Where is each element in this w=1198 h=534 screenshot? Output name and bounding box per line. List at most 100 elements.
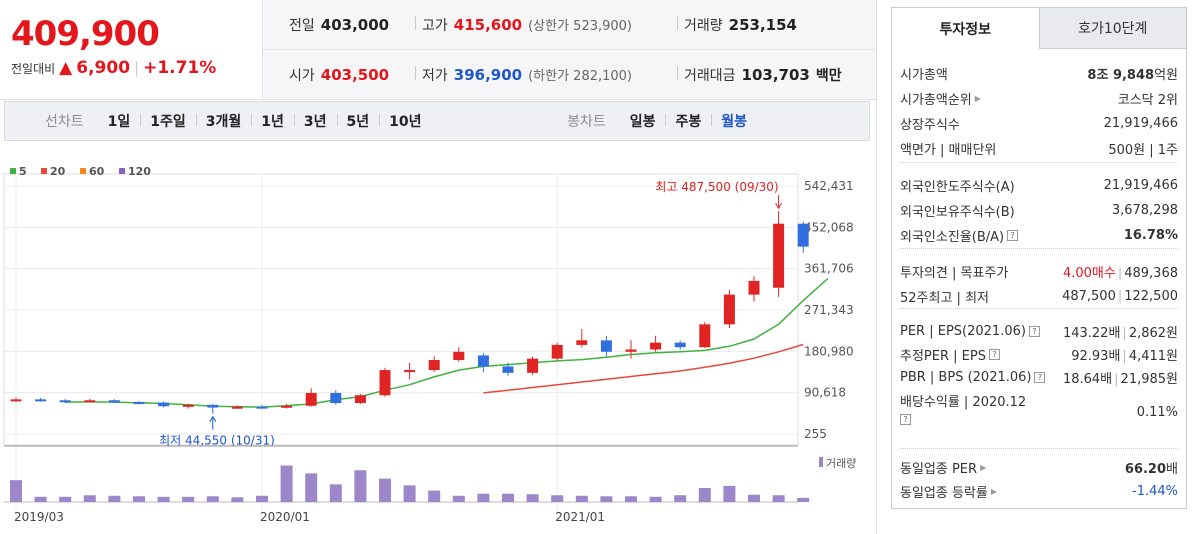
info-section-industry: 동일업종 PER ▶ 66.20배 동일업종 등락률 ▶ -1.44% bbox=[900, 449, 1178, 507]
info-label-text: 외국인소진율(B/A) bbox=[900, 229, 1005, 245]
caret-right-icon[interactable]: ▶ bbox=[980, 462, 987, 472]
separator: | bbox=[1114, 371, 1119, 387]
quote-row-1: 전일 403,000 고가 415,600 (상한가 523,900) 거래량 … bbox=[263, 0, 877, 50]
volume-bar bbox=[625, 496, 637, 502]
info-label-text: PBR | BPS (2021.06) bbox=[900, 369, 1032, 385]
up-triangle-icon: ▲ bbox=[59, 58, 73, 78]
line-period-option-5[interactable]: 5년 bbox=[336, 111, 380, 131]
info-label: 동일업종 PER ▶ bbox=[900, 458, 986, 477]
info-label: 추정PER | EPS? bbox=[900, 345, 1000, 364]
line-period-option-3[interactable]: 1년 bbox=[251, 111, 294, 131]
info-label: PER | EPS(2021.06)? bbox=[900, 324, 1040, 339]
info-label-text[interactable]: 동일업종 PER bbox=[900, 461, 978, 477]
candle-body bbox=[797, 223, 809, 247]
help-icon[interactable]: ? bbox=[988, 348, 1000, 360]
info-label-text: 외국인보유주식수(B) bbox=[900, 204, 1015, 220]
quote-row-2: 시가 403,500 저가 396,900 (하한가 282,100) 거래대금… bbox=[263, 50, 877, 100]
separator: | bbox=[1122, 325, 1127, 341]
line-period-option-6[interactable]: 10년 bbox=[379, 111, 431, 131]
line-period-option-1[interactable]: 1주일 bbox=[140, 111, 196, 131]
investment-info-panel: 투자정보 호가10단계 시가총액 8조 9,848억원 시가총액순위 ▶ 코스닥 2위 상… bbox=[876, 0, 1198, 534]
line-period-option-0[interactable]: 1일 bbox=[107, 114, 131, 130]
y-tick-label: 271,343 bbox=[804, 303, 854, 317]
candle-period-items: 일봉 주봉 월봉 bbox=[620, 111, 757, 131]
info-label-text: 상장주식수 bbox=[900, 117, 960, 133]
help-icon[interactable]: ? bbox=[1007, 229, 1019, 241]
candle-body bbox=[773, 223, 785, 288]
info-label-text: 외국인한도주식수(A) bbox=[900, 179, 1015, 195]
w52-high: 487,500 bbox=[1062, 288, 1116, 304]
volume-bar bbox=[526, 494, 539, 502]
candle-body bbox=[748, 280, 760, 295]
candle-body bbox=[723, 294, 735, 325]
candle-body bbox=[477, 355, 489, 367]
volume-bar bbox=[379, 478, 391, 502]
volume-label: 거래량 bbox=[684, 17, 723, 34]
y-tick-label: 180,980 bbox=[804, 344, 854, 358]
x-tick-label: 2021/01 bbox=[555, 510, 605, 524]
help-icon[interactable]: ? bbox=[900, 414, 911, 425]
price-box: 409,900 전일대비 ▲ 6,900 | +1.71% bbox=[0, 0, 262, 100]
candle-chart-label: 봉차트 bbox=[567, 114, 606, 130]
info-label-text[interactable]: 동일업종 등락률 bbox=[900, 485, 988, 501]
line-period-option-4[interactable]: 3년 bbox=[293, 111, 337, 131]
help-icon[interactable]: ? bbox=[1028, 325, 1040, 337]
candle-body bbox=[10, 399, 22, 402]
divider bbox=[415, 66, 416, 80]
high-value: 415,600 bbox=[453, 15, 523, 34]
dividend-value: 0.11% bbox=[1136, 405, 1178, 420]
volume-bar bbox=[452, 495, 465, 502]
info-row: 추정PER | EPS? 92.93배 | 4,411원 bbox=[900, 344, 1178, 364]
info-row: 동일업종 등락률 ▶ -1.44% bbox=[900, 481, 1178, 501]
info-value: 3,678,298 bbox=[1112, 203, 1178, 218]
volume-legend-label: 거래량 bbox=[826, 457, 856, 470]
info-value-text: 500원 | 1주 bbox=[1108, 142, 1178, 158]
candle-body bbox=[600, 340, 612, 352]
volume-bar bbox=[772, 495, 785, 502]
candle-period-option-2[interactable]: 월봉 bbox=[711, 111, 757, 131]
volume-bar bbox=[502, 493, 514, 502]
info-label-text: 액면가 | 매매단위 bbox=[900, 142, 997, 158]
volume-bar bbox=[305, 473, 318, 502]
info-value-text: 배 bbox=[1166, 461, 1178, 477]
info-value-text: 21,919,466 bbox=[1103, 115, 1178, 131]
candle-body bbox=[379, 370, 391, 396]
y-tick-label: 255 bbox=[804, 427, 827, 441]
x-tick-label: 2019/03 bbox=[14, 510, 64, 524]
info-row: PER | EPS(2021.06)? 143.22배 | 2,862원 bbox=[900, 321, 1178, 341]
info-value: 66.20배 bbox=[1125, 458, 1178, 477]
volume-value: 253,154 bbox=[728, 15, 797, 34]
line-period-option-2[interactable]: 3개월 bbox=[195, 111, 252, 131]
high-annotation: 최고 487,500 (09/30) bbox=[655, 180, 778, 194]
volume-bar bbox=[108, 495, 121, 502]
volume-bar bbox=[748, 494, 760, 502]
tab-orderbook-10[interactable]: 호가10단계 bbox=[1039, 7, 1187, 49]
divider bbox=[677, 66, 678, 80]
volume-bar bbox=[10, 480, 22, 502]
volume: 거래량 253,154 bbox=[677, 15, 797, 35]
candle-period-option-1[interactable]: 주봉 bbox=[665, 111, 711, 131]
change-percent: +1.71% bbox=[143, 58, 217, 78]
info-row: 외국인보유주식수(B) 3,678,298 bbox=[900, 200, 1178, 220]
volume-bar bbox=[698, 487, 711, 502]
candle-body bbox=[551, 344, 563, 359]
info-value-bold: 8조 9,848 bbox=[1087, 67, 1155, 83]
change-value: 6,900 bbox=[76, 58, 131, 78]
divider bbox=[415, 15, 416, 30]
caret-right-icon[interactable]: ▶ bbox=[990, 486, 998, 496]
change-line: 전일대비 ▲ 6,900 | +1.71% bbox=[11, 58, 216, 78]
value-b: 4,411원 bbox=[1128, 348, 1178, 364]
volume-bar bbox=[206, 496, 219, 502]
stock-chart[interactable]: 542,431 452,068 361,706 271,343 180,980 90,61… bbox=[0, 150, 876, 534]
prev-close-label: 전일 bbox=[289, 17, 315, 34]
info-value: 487,500 | 122,500 bbox=[1062, 289, 1178, 304]
info-label: 52주최고 | 최저 bbox=[900, 287, 989, 306]
tab-investment-info[interactable]: 투자정보 bbox=[891, 7, 1040, 49]
caret-right-icon[interactable]: ▶ bbox=[974, 93, 981, 103]
info-value-bold: 16.78% bbox=[1123, 227, 1178, 243]
info-label: 외국인보유주식수(B) bbox=[900, 201, 1015, 220]
candle-period-option-0[interactable]: 일봉 bbox=[629, 114, 656, 130]
help-icon[interactable]: ? bbox=[1034, 371, 1046, 383]
info-value: 코스닥 2위 bbox=[1118, 89, 1178, 108]
candle-body bbox=[674, 342, 686, 348]
